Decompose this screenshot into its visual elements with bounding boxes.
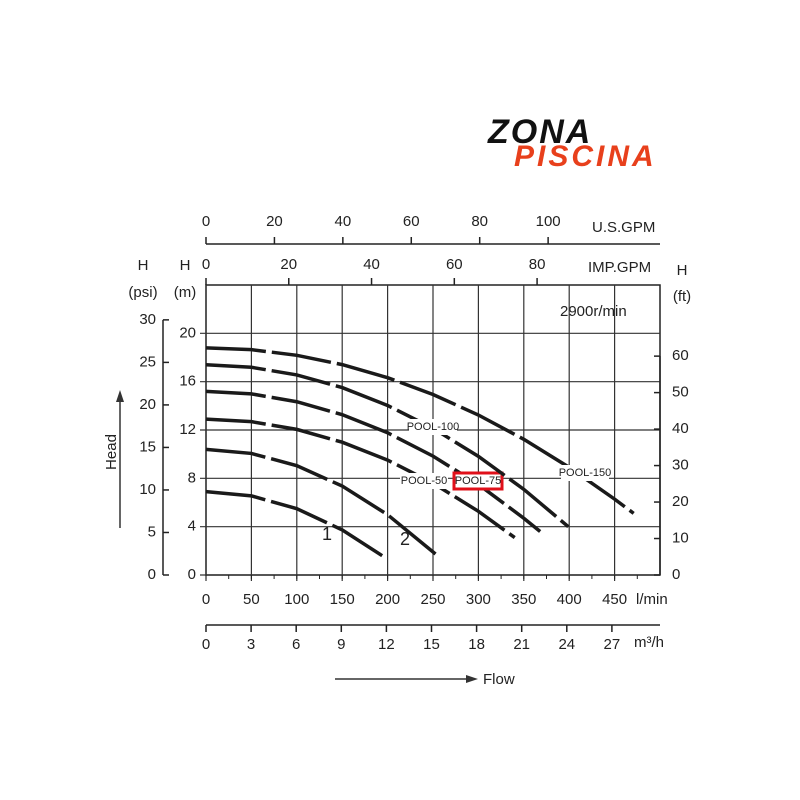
- x-tick-label: 300: [466, 591, 491, 608]
- x4-tick-label: 100: [536, 213, 561, 230]
- x3-tick-label: 20: [280, 256, 297, 273]
- curve-label: 2: [400, 529, 410, 549]
- pump-curve: [205, 447, 439, 558]
- x-tick-label: 50: [243, 591, 260, 608]
- pump-curve: [205, 489, 384, 558]
- axis-title: (ft): [673, 288, 691, 305]
- y3-tick-label: 25: [139, 353, 156, 370]
- axis-title: IMP.GPM: [588, 259, 651, 276]
- flow-arrow-head: [466, 675, 478, 683]
- y-tick-label: 20: [179, 324, 196, 341]
- x2-tick-label: 27: [604, 636, 621, 653]
- label-bg: [409, 419, 457, 435]
- x2-tick-label: 9: [337, 636, 345, 653]
- curve-label: 1: [322, 524, 332, 544]
- y2-tick-label: 40: [672, 420, 689, 437]
- logo-line-2: PISCINA: [514, 140, 657, 173]
- axis-title: (m): [174, 284, 197, 301]
- x-tick-label: 0: [202, 591, 210, 608]
- x4-tick-label: 0: [202, 213, 210, 230]
- y-tick-label: 12: [179, 421, 196, 438]
- axis-title: U.S.GPM: [592, 219, 655, 236]
- pump-curve: [205, 363, 570, 529]
- pump-curve: [205, 389, 542, 533]
- logo-line-1: ZONA: [487, 113, 592, 151]
- axis-title: m³/h: [634, 634, 664, 651]
- y-tick-label: 8: [188, 469, 196, 486]
- x-tick-label: 150: [330, 591, 355, 608]
- y3-tick-label: 10: [139, 481, 156, 498]
- x2-tick-label: 24: [558, 636, 575, 653]
- x2-tick-label: 0: [202, 636, 210, 653]
- x2-tick-label: 6: [292, 636, 300, 653]
- pump-curve: [205, 417, 516, 539]
- y3-tick-label: 5: [148, 523, 156, 540]
- axis-title: H: [180, 257, 191, 274]
- y-tick-label: 0: [188, 566, 196, 583]
- x2-tick-label: 15: [423, 636, 440, 653]
- x4-tick-label: 20: [266, 213, 283, 230]
- curve-label: POOL-75: [455, 475, 501, 487]
- axis-title: H: [677, 262, 688, 279]
- axis-title: Flow: [483, 671, 515, 688]
- annotation: 2900r/min: [560, 303, 627, 320]
- axis-title: H: [138, 257, 149, 274]
- axis-title: (psi): [128, 284, 157, 301]
- x4-tick-label: 40: [335, 213, 352, 230]
- label-bg: [561, 465, 609, 481]
- curve-label: POOL-150: [559, 467, 612, 479]
- head-arrow-head: [116, 390, 124, 402]
- x-tick-label: 200: [375, 591, 400, 608]
- curve-label: POOL-100: [407, 421, 460, 433]
- x3-tick-label: 0: [202, 256, 210, 273]
- y3-tick-label: 0: [148, 566, 156, 583]
- y2-tick-label: 0: [672, 566, 680, 583]
- y2-tick-label: 30: [672, 457, 689, 474]
- y3-tick-label: 20: [139, 396, 156, 413]
- x3-tick-label: 60: [446, 256, 463, 273]
- y-tick-label: 16: [179, 373, 196, 390]
- curve-label: POOL-50: [401, 475, 447, 487]
- x3-tick-label: 80: [529, 256, 546, 273]
- x-tick-label: 350: [511, 591, 536, 608]
- label-bg: [452, 471, 504, 491]
- y2-tick-label: 50: [672, 384, 689, 401]
- x4-tick-label: 80: [471, 213, 488, 230]
- y2-tick-label: 20: [672, 493, 689, 510]
- x2-tick-label: 21: [513, 636, 530, 653]
- y-tick-label: 4: [188, 518, 196, 535]
- x-tick-label: 100: [284, 591, 309, 608]
- y2-tick-label: 60: [672, 347, 689, 364]
- x2-tick-label: 12: [378, 636, 395, 653]
- y3-tick-label: 15: [139, 438, 156, 455]
- axis-title: Head: [103, 434, 120, 470]
- x-tick-label: 250: [420, 591, 445, 608]
- label-bg: [400, 473, 448, 489]
- x4-tick-label: 60: [403, 213, 420, 230]
- x3-tick-label: 40: [363, 256, 380, 273]
- axis-title: l/min: [636, 591, 668, 608]
- x-tick-label: 400: [557, 591, 582, 608]
- x-tick-label: 450: [602, 591, 627, 608]
- x2-tick-label: 18: [468, 636, 485, 653]
- y2-tick-label: 10: [672, 529, 689, 546]
- y3-tick-label: 30: [139, 311, 156, 328]
- x2-tick-label: 3: [247, 636, 255, 653]
